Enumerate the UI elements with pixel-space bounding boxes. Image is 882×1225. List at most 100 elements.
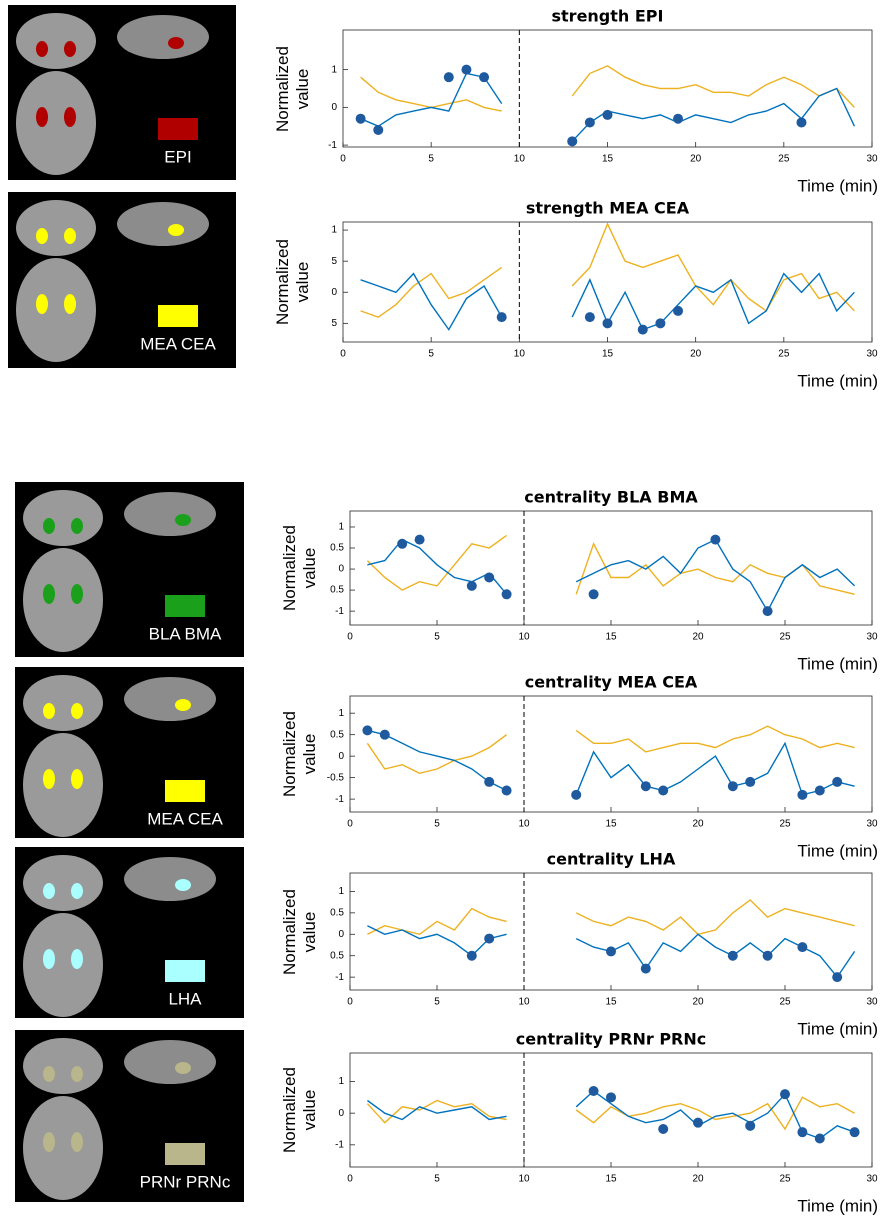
y-tick-label: 0.5 — [330, 907, 344, 918]
y-axis-label: Normalized value — [273, 239, 312, 325]
region-blob — [175, 699, 191, 711]
chart-title: strength MEA CEA — [526, 199, 690, 218]
data-line — [366, 1090, 855, 1140]
y-tick-label: -0.5 — [327, 772, 345, 783]
x-tick-label: 10 — [518, 819, 530, 830]
highlight-marker — [571, 789, 582, 800]
x-tick-label: 10 — [518, 997, 530, 1008]
region-blob — [175, 1062, 191, 1074]
highlight-marker — [567, 136, 578, 147]
region-blob — [71, 949, 83, 969]
x-tick-label: 30 — [866, 632, 878, 643]
region-blob — [175, 514, 191, 526]
brain-sagittal — [124, 677, 216, 721]
x-tick-label: 30 — [866, 1174, 878, 1185]
y-tick-label: 0.5 — [330, 950, 344, 961]
highlight-marker — [796, 117, 807, 128]
brain-coronal — [23, 490, 103, 546]
y-tick-label: 0 — [338, 1108, 344, 1119]
brain-coronal — [23, 1038, 103, 1094]
highlight-marker — [584, 117, 595, 128]
highlight-marker — [606, 946, 616, 957]
plot-area — [349, 695, 873, 813]
x-tick-label: 30 — [866, 349, 878, 360]
x-tick-label: 20 — [692, 632, 704, 643]
brain-sagittal — [124, 1040, 216, 1084]
x-tick-label: 25 — [778, 349, 790, 360]
x-tick-label: 0 — [340, 154, 346, 165]
highlight-marker — [584, 312, 595, 323]
x-tick-label: 30 — [866, 154, 878, 165]
highlight-marker — [655, 318, 666, 329]
highlight-marker — [362, 725, 373, 736]
x-tick-label: 15 — [605, 1174, 617, 1185]
highlight-marker — [501, 589, 512, 600]
region-blob — [71, 584, 83, 604]
highlight-marker — [762, 606, 773, 617]
region-blob — [43, 1066, 55, 1082]
x-axis-label: Time (min) — [797, 654, 878, 673]
highlight-marker — [373, 125, 384, 136]
x-tick-label: 10 — [514, 349, 526, 360]
y-tick-label: -1 — [335, 972, 344, 983]
y-tick-label: 1 — [338, 886, 344, 897]
y-tick-label: -1 — [335, 794, 344, 805]
brain-axial — [23, 1096, 103, 1200]
highlight-marker — [484, 572, 495, 583]
brain-coronal — [16, 13, 96, 69]
y-tick-label: 1 — [331, 64, 337, 75]
y-tick-label: 0 — [338, 564, 344, 575]
y-tick-label: 1 — [338, 522, 344, 533]
x-tick-label: 5 — [434, 997, 440, 1008]
brain-sagittal — [117, 202, 209, 246]
highlight-marker — [479, 72, 490, 83]
highlight-marker — [397, 538, 408, 549]
brain-sagittal — [117, 15, 209, 59]
brain-axial — [23, 733, 103, 837]
highlight-marker — [640, 963, 651, 974]
region-swatch — [165, 595, 205, 617]
x-tick-label: 20 — [690, 349, 702, 360]
highlight-marker — [658, 785, 669, 796]
highlight-marker — [588, 1086, 599, 1096]
highlight-marker — [602, 318, 613, 329]
region-label: PRNr PRNc — [140, 1172, 231, 1191]
region-blob — [175, 879, 191, 891]
region-blob — [71, 1132, 83, 1152]
data-line — [366, 1096, 855, 1131]
x-tick-label: 30 — [866, 997, 878, 1008]
y-tick-label: -1 — [335, 606, 344, 617]
highlight-marker — [484, 776, 495, 787]
y-tick-label: 0.5 — [330, 543, 344, 554]
x-tick-label: 0 — [347, 819, 353, 830]
x-axis-label: Time (min) — [797, 1196, 878, 1215]
highlight-marker — [379, 729, 390, 740]
y-tick-label: 0.5 — [330, 585, 344, 596]
x-tick-label: 20 — [692, 819, 704, 830]
x-tick-label: 15 — [602, 349, 614, 360]
data-line — [360, 222, 855, 318]
region-blob — [64, 41, 76, 57]
chart-title: centrality LHA — [547, 850, 676, 869]
highlight-marker — [640, 781, 651, 792]
y-axis-label: Normalized value — [280, 1067, 319, 1153]
region-blob — [64, 294, 76, 314]
region-blob — [71, 703, 83, 719]
region-blob — [43, 703, 55, 719]
highlight-marker — [797, 942, 808, 953]
region-swatch — [165, 960, 205, 982]
x-tick-label: 5 — [428, 154, 434, 165]
highlight-marker — [745, 1120, 756, 1131]
y-tick-label: 1 — [338, 1076, 344, 1087]
highlight-marker — [501, 785, 512, 796]
highlight-marker — [797, 789, 808, 800]
region-label: BLA BMA — [149, 624, 222, 643]
region-blob — [71, 1066, 83, 1082]
brain-axial — [23, 548, 103, 652]
chart-title: strength EPI — [552, 7, 664, 26]
y-axis-label: Normalized value — [280, 525, 319, 611]
region-blob — [43, 518, 55, 534]
region-blob — [168, 224, 184, 236]
x-tick-label: 5 — [434, 819, 440, 830]
